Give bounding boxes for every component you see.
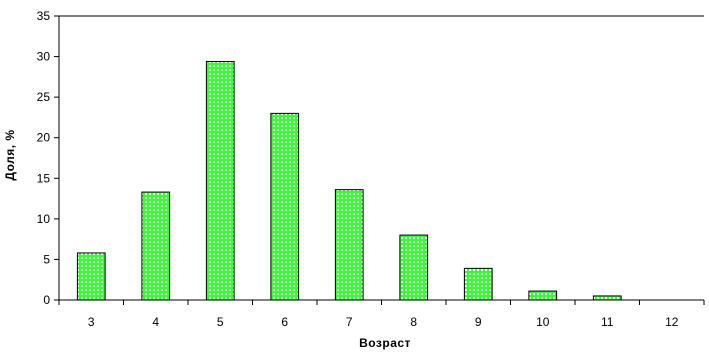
x-tick-label: 9 [475,315,482,329]
bar-11 [592,295,622,301]
x-tick-label: 4 [152,315,159,329]
bar-8 [399,234,429,301]
x-tick-label: 11 [601,315,614,329]
y-tick-label: 0 [43,293,50,307]
bar-5 [205,60,235,301]
y-tick-label: 15 [37,171,51,185]
x-tick-label: 10 [536,315,550,329]
x-tick-label: 6 [281,315,288,329]
bar-7 [334,189,364,301]
x-axis: 3 4 5 6 7 8 9 10 11 12 [58,299,705,329]
x-tick-label: 5 [217,315,224,329]
y-tick-label: 10 [37,212,51,226]
y-tick-label: 25 [37,90,51,104]
bar-9 [463,267,493,301]
y-tick-label: 35 [37,9,51,23]
y-axis: 0 5 10 15 20 25 30 35 [37,9,704,307]
y-axis-title: Доля, % [3,129,17,180]
x-tick-label: 8 [410,315,417,329]
x-tick-label: 7 [346,315,353,329]
bar-10 [528,290,558,301]
bar-4 [141,191,171,301]
x-axis-title: Возраст [359,336,411,350]
bars [76,60,622,301]
y-tick-label: 30 [37,50,51,64]
x-tick-label: 3 [88,315,95,329]
y-tick-label: 5 [43,252,50,266]
y-tick-label: 20 [37,131,51,145]
bar-3 [76,252,106,301]
bar-6 [270,112,300,301]
x-tick-label: 12 [665,315,679,329]
